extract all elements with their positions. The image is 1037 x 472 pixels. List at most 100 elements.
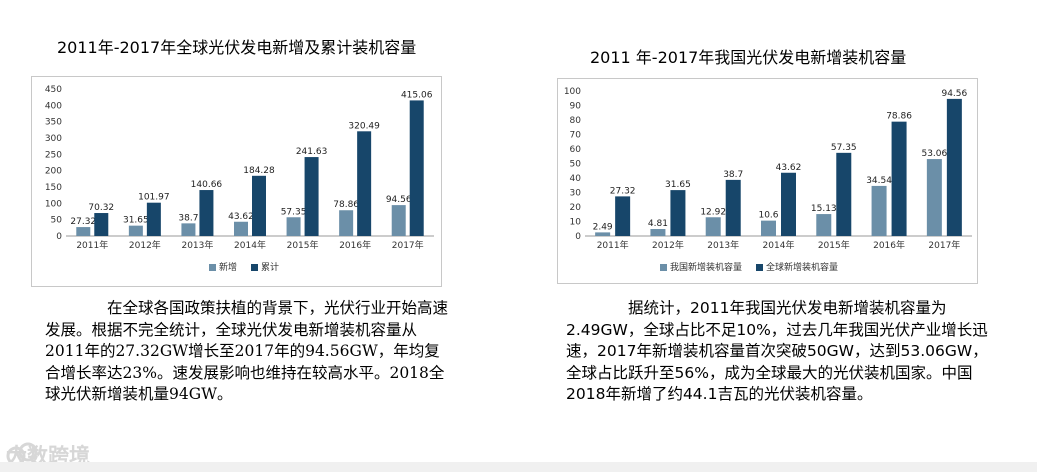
chart1-data-label: 140.66 (191, 180, 223, 190)
chart2-bar-series1 (816, 214, 832, 236)
chart2-xtick-label: 2013年 (707, 239, 739, 251)
chart1-legend-label: 新增 (219, 261, 237, 273)
chart2-bar-series1 (705, 217, 721, 236)
chart2-bar-series1 (871, 185, 887, 236)
chart2-xtick-label: 2012年 (652, 239, 684, 251)
chart1-bar-series1 (76, 227, 91, 236)
chart2-ytick-label: 100 (564, 87, 581, 97)
chart1-bar-series1 (339, 210, 354, 236)
chart1-bar-series2 (94, 213, 109, 236)
chart1-bar-series2 (304, 157, 319, 236)
chart2-ytick-label: 70 (570, 131, 582, 141)
chart2-svg: 0 10 20 30 40 50 60 70 80 90 100 2.49 27.32 2011年 4.81… (564, 87, 972, 273)
chart2-data-label: 57.35 (831, 143, 857, 153)
chart2-bar-series1 (595, 232, 611, 236)
bottom-bar (0, 462, 1037, 472)
chart1-title: 2011年-2017年全球光伏发电新增及累计装机容量 (57, 38, 417, 57)
chart1-bar-series2 (252, 175, 266, 236)
chart1-bar-series1 (286, 217, 301, 236)
chart1-data-label: 70.32 (88, 203, 114, 213)
chart2-title: 2011 年-2017年我国光伏发电新增装机容量 (590, 48, 907, 67)
chart1-bar-series1 (391, 205, 406, 236)
chart1-bar-series1 (181, 223, 196, 236)
chart1-bar-series2 (146, 202, 161, 236)
chart2-xtick-label: 2016年 (873, 239, 905, 251)
chart1-bar-series1 (234, 221, 248, 236)
chart1-xtick-label: 2011年 (76, 239, 108, 251)
chart1-xtick-label: 2017年 (392, 239, 424, 251)
chart2-ytick-label: 50 (570, 160, 582, 170)
chart1-data-label: 415.06 (401, 90, 433, 100)
chart1-ytick-label: 200 (45, 167, 62, 177)
chart2-ytick-label: 40 (570, 174, 582, 184)
chart2-frame: 0 10 20 30 40 50 60 70 80 90 100 2.49 27.32 2011年 4.81… (557, 78, 978, 284)
chart2-xtick-label: 2017年 (928, 239, 960, 251)
chart2-xtick-label: 2011年 (597, 239, 629, 251)
chart1-xtick-label: 2016年 (339, 239, 371, 251)
chart1-legend-swatch (209, 264, 216, 271)
chart1-ytick-label: 350 (45, 118, 62, 128)
chart2-legend-label: 全球新增装机容量 (766, 261, 838, 273)
chart2-bar-series2 (670, 190, 686, 236)
chart1-ytick-label: 450 (45, 85, 62, 95)
chart1-bar-series2 (409, 100, 424, 237)
chart2-data-label: 43.62 (776, 163, 802, 173)
chart1-data-label: 78.86 (333, 200, 359, 210)
chart2-data-label: 53.06 (921, 149, 947, 159)
paragraph-global-text: 在全球各国政策扶植的背景下，光伏行业开始高速发展。根据不完全统计，全球光伏发电新… (45, 299, 449, 403)
chart2-bar-series2 (725, 179, 741, 236)
chart1-bar-series2 (357, 131, 372, 236)
chart2-bar-series2 (781, 172, 796, 236)
chart1-xtick-label: 2012年 (129, 239, 161, 251)
chart2-xtick-label: 2014年 (763, 239, 795, 251)
chart1-bar-series2 (199, 190, 214, 236)
chart1-ytick-label: 400 (45, 101, 62, 111)
chart2-legend-swatch (756, 264, 763, 271)
chart1-ytick-label: 150 (45, 183, 62, 193)
chart1-data-label: 38.7 (178, 213, 198, 223)
chart2-data-label: 38.7 (723, 170, 743, 180)
chart1-bar-series1 (128, 225, 143, 236)
chart2-legend-swatch (660, 264, 667, 271)
chart1-xtick-label: 2015年 (287, 239, 319, 251)
chart2-data-label: 2.49 (593, 222, 613, 232)
chart2-xtick-label: 2015年 (818, 239, 850, 251)
chart2-data-label: 15.13 (811, 204, 837, 214)
paragraph-global: 在全球各国政策扶植的背景下，光伏行业开始高速发展。根据不完全统计，全球光伏发电新… (45, 298, 450, 406)
chart1-xtick-label: 2013年 (181, 239, 213, 251)
chart2-data-label: 94.56 (941, 89, 967, 99)
chart2-bar-series2 (836, 152, 852, 236)
chart2-bar-series2 (946, 98, 962, 236)
chart2-ytick-label: 20 (570, 203, 582, 213)
chart2-bar-series1 (650, 229, 666, 236)
chart2-bar-series1 (761, 220, 776, 236)
chart1-data-label: 320.49 (348, 121, 380, 131)
chart1-legend-swatch (251, 264, 258, 271)
chart2-ytick-label: 80 (570, 116, 582, 126)
chart2-data-label: 31.65 (665, 180, 691, 190)
chart2-data-label: 78.86 (886, 112, 912, 122)
chart1-data-label: 241.63 (296, 147, 328, 157)
chart2-bar-series1 (926, 159, 942, 236)
chart1-legend-label: 累计 (261, 261, 279, 273)
chart1-data-label: 31.65 (123, 216, 149, 226)
chart2-data-label: 34.54 (866, 176, 892, 186)
chart2-bar-series2 (891, 121, 907, 236)
chart2-data-label: 4.81 (648, 219, 668, 229)
chart1-svg: 0 50 100 150 200 250 300 350 400 450 27.32 70.32 201… (45, 85, 434, 273)
chart1-ytick-label: 250 (45, 150, 62, 160)
chart1-data-label: 57.35 (281, 207, 307, 217)
chart1-xtick-label: 2014年 (234, 239, 266, 251)
chart2-data-label: 12.92 (700, 207, 726, 217)
chart2-data-label: 10.6 (758, 211, 778, 221)
chart2-ytick-label: 60 (570, 145, 582, 155)
chart1-frame: 0 50 100 150 200 250 300 350 400 450 27.32 70.32 201… (31, 76, 442, 287)
chart1-data-label: 94.56 (386, 195, 412, 205)
chart1-ytick-label: 300 (45, 134, 62, 144)
chart2-ytick-label: 10 (570, 218, 582, 228)
chart1-data-label: 43.62 (228, 212, 254, 222)
chart1-ytick-label: 0 (56, 232, 62, 242)
chart2-data-label: 27.32 (610, 186, 636, 196)
chart2-ytick-label: 30 (570, 189, 582, 199)
chart1-data-label: 184.28 (243, 166, 275, 176)
